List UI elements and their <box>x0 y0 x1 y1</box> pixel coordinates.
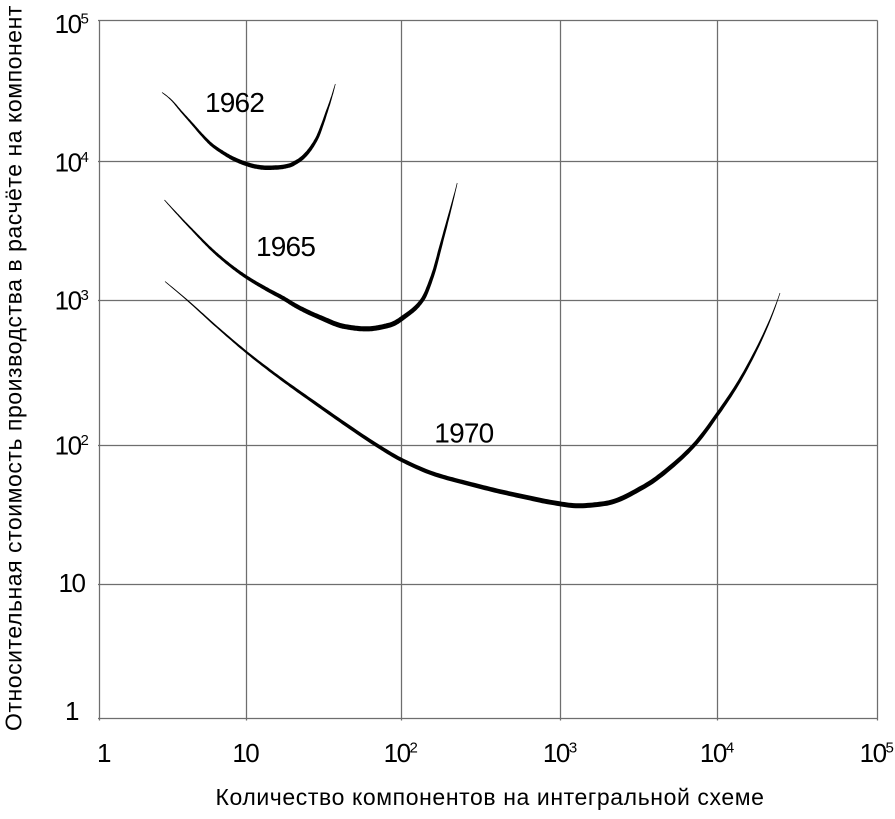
svg-text:10: 10 <box>59 568 86 598</box>
svg-text:1: 1 <box>65 696 79 726</box>
svg-text:1: 1 <box>97 738 111 768</box>
svg-text:10: 10 <box>232 738 259 768</box>
svg-text:1965: 1965 <box>256 231 315 262</box>
svg-text:1962: 1962 <box>205 87 264 118</box>
svg-text:Относительная стоимость произв: Относительная стоимость производства в р… <box>1 5 27 731</box>
svg-text:Количество компонентов на инте: Количество компонентов на интегральной с… <box>215 784 764 810</box>
svg-text:1970: 1970 <box>434 418 493 449</box>
